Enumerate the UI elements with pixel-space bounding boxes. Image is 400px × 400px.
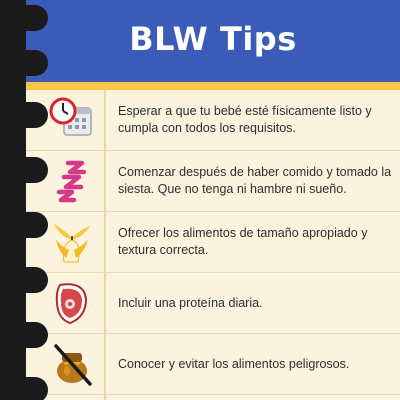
header-banner <box>26 0 400 82</box>
binding-ring <box>8 5 48 31</box>
tip-item: Incluir una proteína diaria. <box>26 273 400 334</box>
binding-ring <box>8 157 48 183</box>
sleep-zzz-icon <box>48 157 96 205</box>
tip-text: Incluir una proteína diaria. <box>118 295 263 310</box>
binding-ring <box>8 322 48 348</box>
binding-ring <box>8 267 48 293</box>
binding-ring <box>8 377 48 400</box>
page-title: BLW Tips <box>129 20 297 58</box>
tip-item: Comenzar después de haber comido y tomad… <box>26 151 400 212</box>
tip-text: Conocer y evitar los alimentos peligroso… <box>118 356 350 371</box>
binding-ring <box>8 212 48 238</box>
header-stripe <box>26 82 400 90</box>
margin-line <box>104 90 106 400</box>
binding-ring <box>8 50 48 76</box>
no-honey-icon <box>48 340 96 388</box>
tip-item: Ofrecer los alimentos de tamaño apropiad… <box>26 212 400 273</box>
tip-text: Esperar a que tu bebé esté físicamente l… <box>118 104 372 135</box>
tip-text: Ofrecer los alimentos de tamaño apropiad… <box>118 226 368 257</box>
tip-item: Conocer y evitar los alimentos peligroso… <box>26 334 400 395</box>
tip-item: Esperar a que tu bebé esté físicamente l… <box>26 90 400 151</box>
steak-icon <box>48 279 96 327</box>
binding-ring <box>8 102 48 128</box>
tip-text: Comenzar después de haber comido y tomad… <box>118 165 392 196</box>
banana-icon <box>48 218 96 266</box>
clock-calendar-icon <box>48 96 96 144</box>
tips-list: Esperar a que tu bebé esté físicamente l… <box>26 90 400 400</box>
